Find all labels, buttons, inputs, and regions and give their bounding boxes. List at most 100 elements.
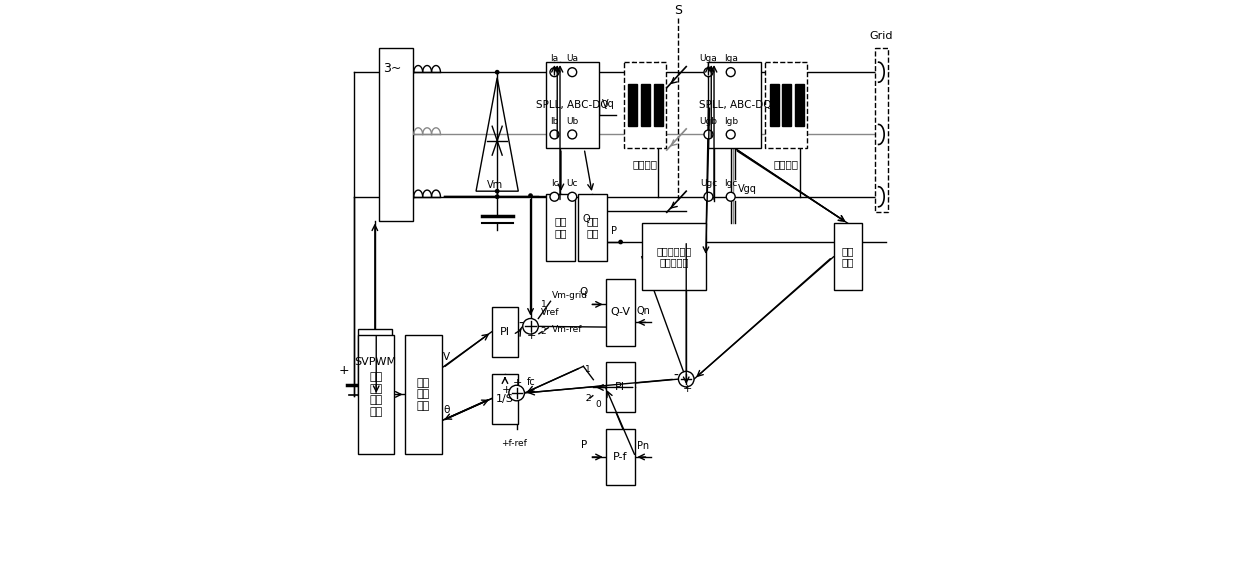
Circle shape [620, 240, 622, 244]
Text: Pn: Pn [637, 441, 649, 451]
Circle shape [550, 192, 559, 201]
Circle shape [567, 192, 576, 201]
Bar [795, 85, 804, 126]
Text: PI: PI [615, 382, 624, 393]
Circle shape [704, 68, 712, 77]
Circle shape [523, 319, 538, 334]
Text: 模值
计算: 模值 计算 [554, 217, 566, 238]
Bar [875, 49, 887, 212]
Bar [709, 62, 761, 148]
Text: Iga: Iga [724, 54, 737, 63]
Text: Ugb: Ugb [700, 117, 717, 126]
Text: Q: Q [582, 214, 591, 224]
Text: Igb: Igb [724, 117, 737, 126]
Text: Vref: Vref [540, 308, 559, 317]
Circle shape [726, 68, 735, 77]
Text: 模值，相位与
防逆流判断: 模值，相位与 防逆流判断 [657, 246, 691, 267]
Circle shape [679, 371, 694, 387]
Text: θ: θ [444, 404, 450, 415]
Text: Q-V: Q-V [610, 307, 631, 318]
Bar [769, 85, 778, 126]
Text: 电压
电流
双环
控制: 电压 电流 双环 控制 [369, 372, 383, 417]
Text: Vm-grid: Vm-grid [553, 291, 589, 300]
Bar [577, 194, 607, 261]
Text: Igc: Igc [724, 179, 737, 188]
Text: Ugc: Ugc [700, 179, 717, 188]
Circle shape [704, 130, 712, 139]
Text: 2: 2 [585, 394, 591, 403]
Text: +: + [502, 385, 512, 395]
Text: Uga: Uga [700, 54, 717, 63]
Bar [834, 223, 862, 290]
Bar [358, 334, 394, 454]
Text: Qn: Qn [637, 306, 650, 316]
Bar [606, 363, 634, 412]
Circle shape [529, 194, 533, 197]
Circle shape [550, 68, 559, 77]
Bar [546, 62, 598, 148]
Bar [654, 85, 663, 126]
Text: PI: PI [501, 327, 510, 337]
Text: SPLL, ABC-DQ: SPLL, ABC-DQ [699, 100, 771, 111]
Bar [782, 85, 792, 126]
Text: Grid: Grid [870, 31, 893, 41]
Text: SPLL, ABC-DQ: SPLL, ABC-DQ [536, 100, 608, 111]
Text: Vm: Vm [487, 179, 503, 190]
Bar [492, 373, 518, 424]
Text: +: + [527, 331, 536, 341]
Text: Ub: Ub [566, 117, 579, 126]
Text: Ua: Ua [566, 54, 579, 63]
Bar [358, 329, 392, 396]
Text: Ia: Ia [550, 54, 559, 63]
Text: 0: 0 [595, 400, 601, 409]
Text: 3~: 3~ [383, 63, 401, 76]
Text: +f-ref: +f-ref [501, 439, 527, 448]
Circle shape [496, 195, 499, 199]
Text: 1: 1 [540, 299, 546, 309]
Bar [624, 62, 665, 148]
Text: +: + [683, 384, 693, 394]
Text: 本地负载: 本地负载 [632, 159, 658, 169]
Text: +: + [513, 378, 523, 388]
Text: -: - [674, 369, 679, 384]
Circle shape [550, 130, 559, 139]
Circle shape [567, 68, 576, 77]
Bar [642, 223, 706, 290]
Text: -: - [518, 316, 523, 331]
Text: 1/S: 1/S [496, 394, 514, 404]
Circle shape [496, 190, 499, 193]
Circle shape [726, 192, 735, 201]
Text: V: V [444, 352, 450, 362]
Text: fc: fc [527, 377, 535, 387]
Text: P: P [581, 440, 587, 450]
Text: +: + [338, 364, 349, 377]
Text: 外网负载: 外网负载 [773, 159, 798, 169]
Text: 2: 2 [540, 327, 546, 336]
Text: Vgq: Vgq [737, 184, 757, 194]
Text: Vq: Vq [602, 99, 615, 109]
Text: Ic: Ic [550, 179, 559, 188]
Bar [628, 85, 637, 126]
Text: Vm-ref: Vm-ref [553, 324, 582, 333]
Text: P: P [611, 226, 617, 236]
Circle shape [567, 130, 576, 139]
Text: P-f: P-f [613, 452, 627, 462]
Bar [642, 85, 650, 126]
Text: Q: Q [580, 287, 589, 297]
Circle shape [496, 70, 499, 74]
Bar [606, 429, 634, 485]
Bar [405, 334, 441, 454]
Text: SVPWM: SVPWM [354, 358, 396, 367]
Bar [766, 62, 807, 148]
Text: 参考
电压
合成: 参考 电压 合成 [416, 378, 430, 411]
Text: S: S [674, 3, 681, 16]
Circle shape [509, 385, 524, 401]
Circle shape [726, 130, 735, 139]
Text: 功率
计算: 功率 计算 [586, 217, 598, 238]
Text: Uc: Uc [566, 179, 577, 188]
Bar [492, 307, 518, 357]
Bar [546, 194, 575, 261]
Bar [379, 49, 413, 221]
Circle shape [704, 192, 712, 201]
Text: Ib: Ib [550, 117, 559, 126]
